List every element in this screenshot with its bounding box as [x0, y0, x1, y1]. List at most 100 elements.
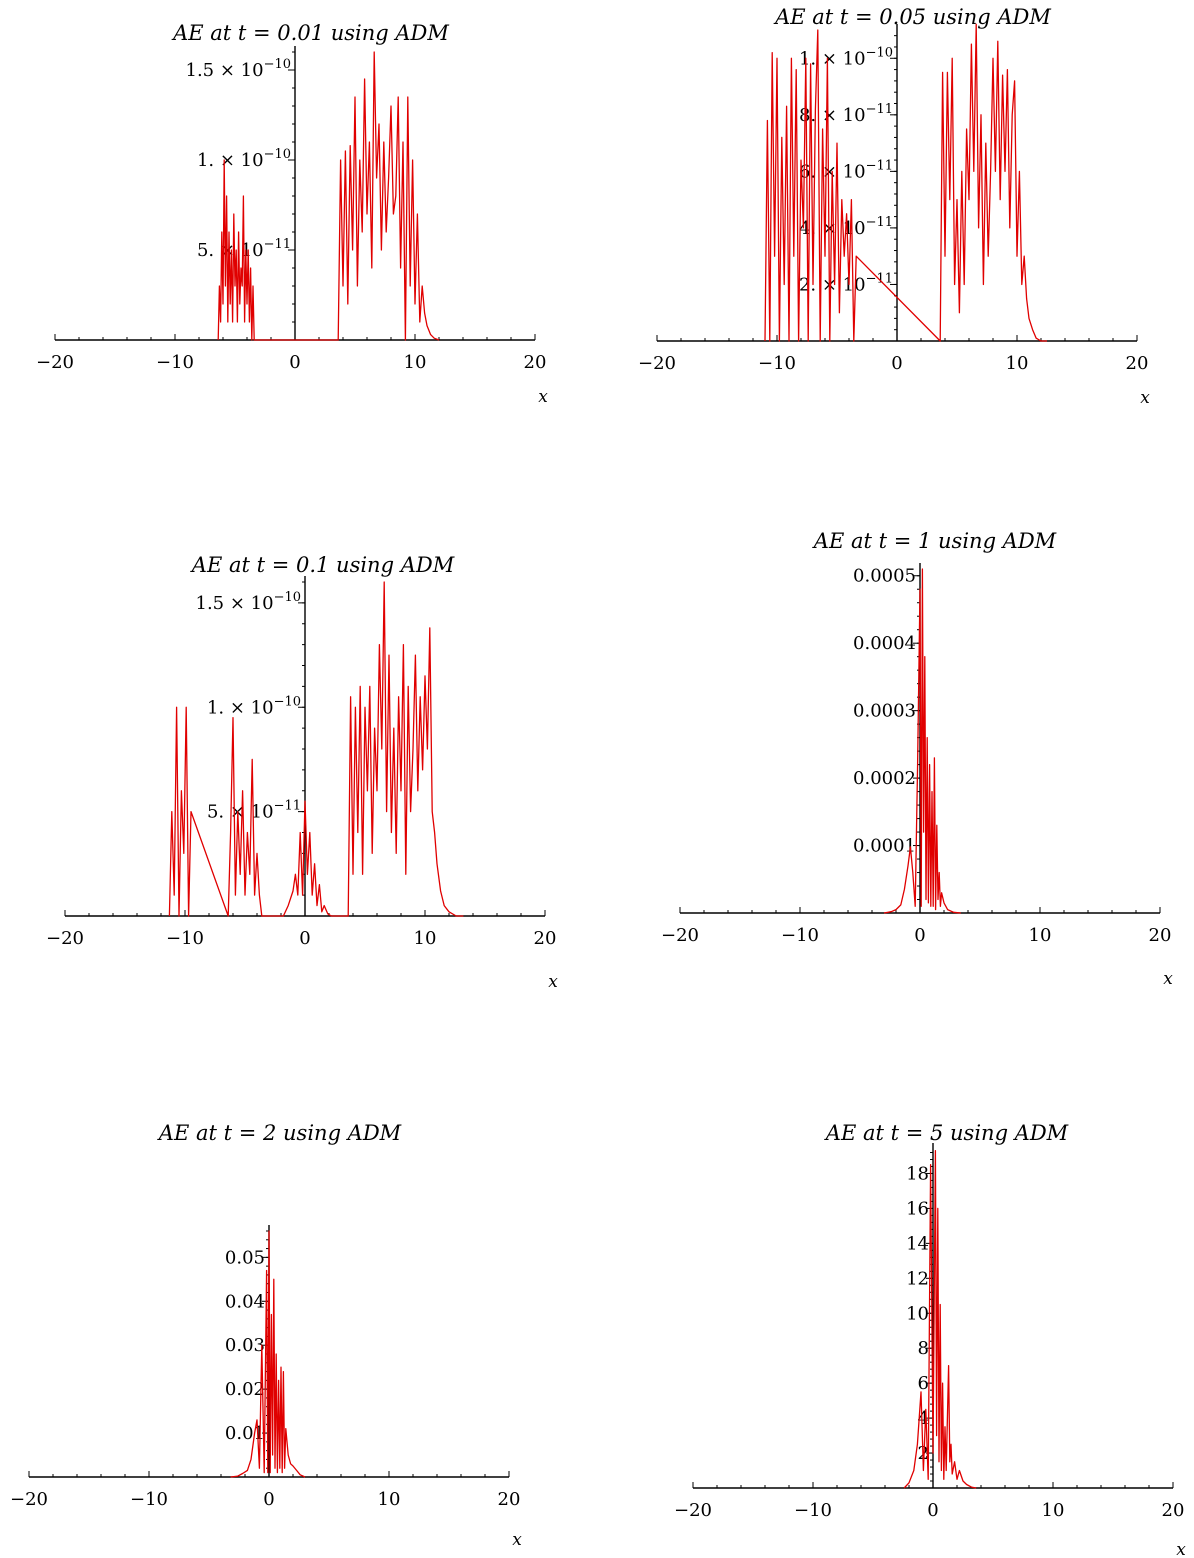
- y-tick-label: 0.04: [225, 1291, 265, 1312]
- x-tick-label: −20: [36, 352, 74, 373]
- y-tick-label: 0.02: [225, 1379, 265, 1400]
- y-tick-base: 1. × 10: [207, 697, 274, 718]
- y-tick-base: 0.0005: [853, 566, 916, 587]
- x-axis-label: x: [512, 1530, 522, 1550]
- y-tick-base: 1.5 × 10: [196, 593, 274, 614]
- y-tick-exponent: −10: [866, 45, 893, 60]
- y-tick-base: 0.04: [225, 1291, 265, 1312]
- y-tick-exponent: −11: [264, 237, 291, 252]
- chart-panel-4: AE at t = 1 using ADM −20 −10 0 10 20 x 0.0001 0…: [661, 529, 1173, 989]
- y-tick-label: 1.5 × 10−10: [186, 57, 292, 81]
- y-tick-base: 12: [906, 1268, 929, 1289]
- y-tick-label: 8. × 10−11: [799, 102, 893, 126]
- chart-title: AE at t = 1 using ADM: [812, 529, 1057, 553]
- y-tick-exponent: −11: [274, 799, 301, 814]
- x-tick-label: −10: [130, 1489, 168, 1510]
- x-axis-label: x: [538, 387, 548, 407]
- series-line-1: [217, 51, 440, 341]
- x-tick-label: 10: [404, 352, 427, 373]
- x-tick-label: −10: [156, 352, 194, 373]
- series-line-1: [883, 568, 961, 914]
- y-tick-base: 6: [918, 1373, 929, 1394]
- series-line-1: [903, 1150, 977, 1489]
- y-tick-base: 0.0003: [853, 701, 916, 722]
- y-tick-label: 18: [906, 1163, 929, 1184]
- y-tick-label: 4: [918, 1408, 929, 1429]
- y-tick-label: 16: [906, 1198, 929, 1219]
- x-tick-label: 20: [498, 1489, 521, 1510]
- x-tick-label: 0: [891, 353, 902, 374]
- series-line-1: [764, 23, 1047, 342]
- x-tick-label: 10: [1006, 353, 1029, 374]
- chart-title: AE at t = 0.1 using ADM: [190, 553, 455, 577]
- y-tick-label: 0.0002: [853, 768, 916, 789]
- x-tick-label: 10: [1029, 925, 1052, 946]
- x-tick-label: 0: [289, 352, 300, 373]
- y-tick-label: 0.0005: [853, 566, 916, 587]
- y-tick-label: 0.0003: [853, 701, 916, 722]
- y-tick-base: 0.01: [225, 1423, 265, 1444]
- y-tick-label: 0.0001: [853, 836, 916, 857]
- chart-panel-1: AE at t = 0.01 using ADM −20 −10 0 10 20 x 5. ×…: [36, 21, 548, 407]
- x-tick-label: −10: [794, 1500, 832, 1521]
- y-tick-base: 4: [918, 1408, 929, 1429]
- x-tick-label: 0: [299, 928, 310, 949]
- y-tick-base: 5. × 10: [207, 802, 274, 823]
- y-tick-label: 6. × 10−11: [799, 158, 893, 182]
- x-tick-label: 20: [534, 928, 557, 949]
- chart-title: AE at t = 5 using ADM: [824, 1121, 1069, 1145]
- chart-panel-6: AE at t = 5 using ADM−20 −10 0 10 20x2468101…: [674, 1121, 1186, 1558]
- y-tick-base: 1.5 × 10: [186, 60, 264, 81]
- y-tick-base: 14: [906, 1233, 929, 1254]
- y-tick-base: 0.05: [225, 1247, 265, 1268]
- y-tick-label: 6: [918, 1373, 929, 1394]
- y-tick-label: 4. × 10−11: [799, 215, 893, 239]
- y-tick-base: 0.0002: [853, 768, 916, 789]
- x-tick-label: 10: [378, 1489, 401, 1510]
- x-tick-label: 0: [914, 925, 925, 946]
- y-tick-label: 1.5 × 10−10: [196, 590, 302, 614]
- y-tick-exponent: −10: [264, 147, 291, 162]
- y-tick-label: 12: [906, 1268, 929, 1289]
- x-tick-label: 0: [263, 1489, 274, 1510]
- y-tick-label: 1. × 10−10: [799, 45, 893, 69]
- y-tick-base: 4. × 10: [799, 218, 866, 239]
- chart-title: AE at t = 2 using ADM: [157, 1121, 402, 1145]
- x-axis-label: x: [1176, 1540, 1186, 1558]
- y-tick-base: 18: [906, 1163, 929, 1184]
- y-tick-label: 8: [918, 1338, 929, 1359]
- x-tick-label: −10: [758, 353, 796, 374]
- y-tick-base: 1. × 10: [197, 150, 264, 171]
- y-tick-exponent: −11: [866, 102, 893, 117]
- x-tick-label: −10: [166, 928, 204, 949]
- y-tick-label: 0.01: [225, 1423, 265, 1444]
- y-tick-label: 0.03: [225, 1335, 265, 1356]
- y-tick-base: 0.03: [225, 1335, 265, 1356]
- x-tick-label: 10: [414, 928, 437, 949]
- y-tick-label: 1. × 10−10: [207, 694, 301, 718]
- x-axis-label: x: [1163, 969, 1173, 989]
- x-tick-label: −10: [781, 925, 819, 946]
- chart-panel-3: AE at t = 0.1 using ADM −20 −10 0 10 20 x 5. × …: [46, 553, 558, 992]
- x-tick-label: −20: [10, 1489, 48, 1510]
- chart-title: AE at t = 0.01 using ADM: [171, 21, 449, 45]
- y-tick-base: 0.0004: [853, 633, 916, 654]
- x-tick-label: −20: [638, 353, 676, 374]
- y-tick-label: 1. × 10−10: [197, 147, 291, 171]
- y-tick-exponent: −11: [866, 158, 893, 173]
- y-tick-exponent: −10: [274, 694, 301, 709]
- x-tick-label: 10: [1042, 1500, 1065, 1521]
- y-tick-exponent: −10: [274, 590, 301, 605]
- y-tick-exponent: −10: [264, 57, 291, 72]
- x-tick-label: 20: [1149, 925, 1172, 946]
- y-tick-label: 0.0004: [853, 633, 916, 654]
- x-axis-label: x: [1140, 388, 1150, 408]
- x-tick-label: −20: [661, 925, 699, 946]
- y-tick-base: 10: [906, 1303, 929, 1324]
- y-tick-label: 5. × 10−11: [197, 237, 291, 261]
- x-tick-label: 0: [927, 1500, 938, 1521]
- y-tick-base: 16: [906, 1198, 929, 1219]
- y-tick-base: 0.02: [225, 1379, 265, 1400]
